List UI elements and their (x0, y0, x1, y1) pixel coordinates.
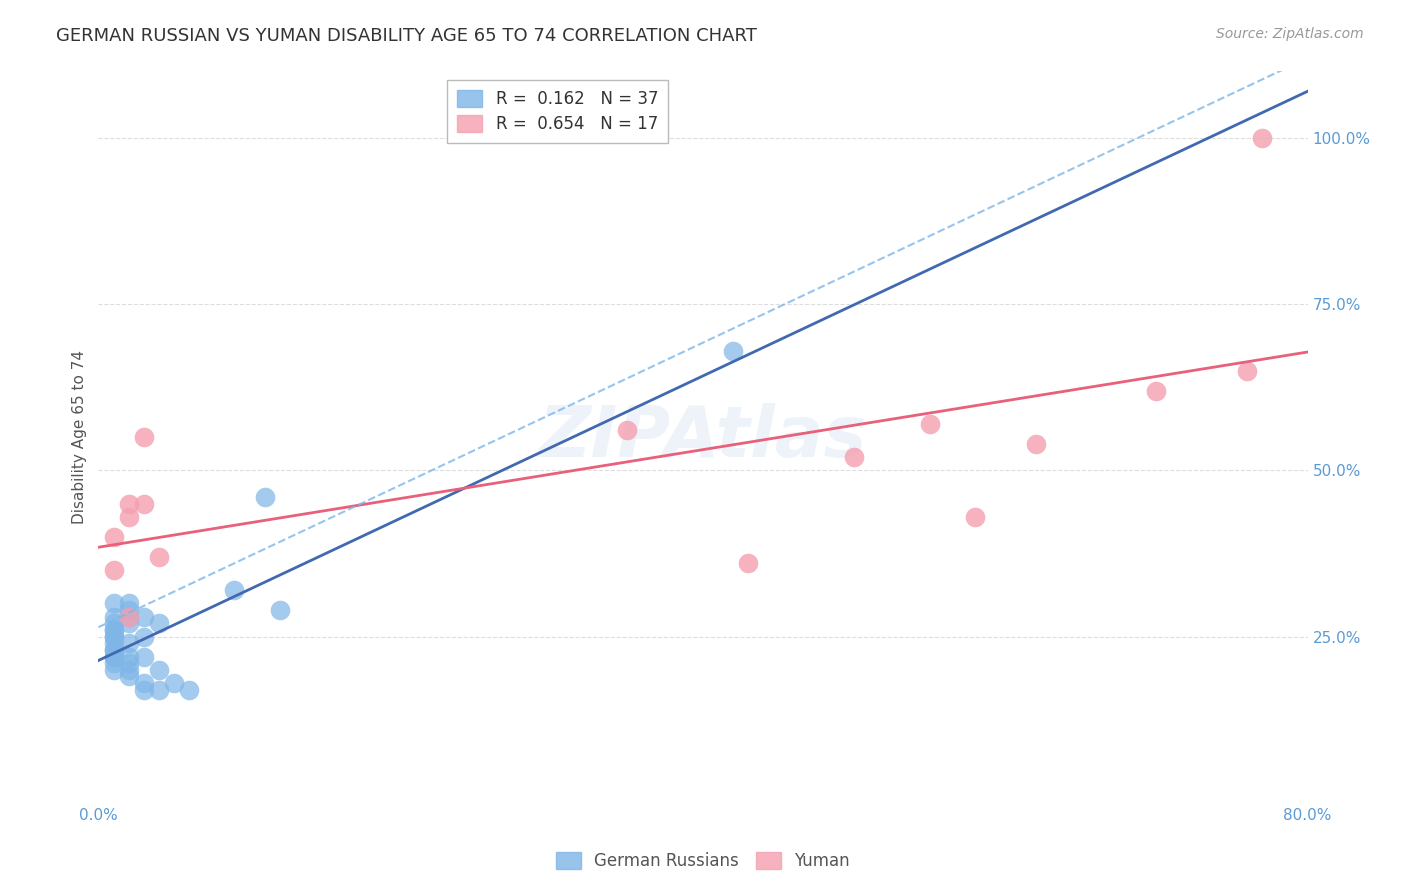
Point (118, 497, 141, 511)
Point (132, 430, 155, 444)
Point (132, 682, 155, 697)
Point (103, 563, 125, 577)
Point (103, 530, 125, 544)
Point (118, 656, 141, 670)
Point (118, 669, 141, 683)
Point (132, 630, 155, 644)
Point (103, 616, 125, 631)
Point (118, 636, 141, 650)
Point (253, 490, 276, 504)
Point (103, 663, 125, 677)
Text: Source: ZipAtlas.com: Source: ZipAtlas.com (1216, 27, 1364, 41)
Point (118, 616, 141, 631)
Legend: R =  0.162   N = 37, R =  0.654   N = 17: R = 0.162 N = 37, R = 0.654 N = 17 (447, 79, 668, 143)
Point (103, 623, 125, 637)
Point (103, 649, 125, 664)
Point (148, 663, 170, 677)
Point (179, 682, 201, 697)
Point (1024, 436, 1046, 450)
Point (1144, 384, 1167, 398)
Legend: German Russians, Yuman: German Russians, Yuman (551, 847, 855, 875)
Point (918, 417, 941, 431)
Point (132, 676, 155, 690)
Point (163, 676, 186, 690)
Y-axis label: Disability Age 65 to 74: Disability Age 65 to 74 (72, 350, 87, 524)
Point (103, 609, 125, 624)
Text: ZIPAtlas: ZIPAtlas (538, 402, 868, 472)
Point (118, 603, 141, 617)
Point (723, 343, 745, 358)
Point (103, 630, 125, 644)
Point (103, 623, 125, 637)
Point (737, 557, 759, 571)
Point (118, 609, 141, 624)
Point (103, 636, 125, 650)
Point (118, 663, 141, 677)
Point (103, 656, 125, 670)
Point (103, 643, 125, 657)
Point (103, 630, 125, 644)
Point (118, 596, 141, 610)
Point (103, 596, 125, 610)
Point (1236, 363, 1258, 377)
Point (965, 509, 987, 524)
Point (148, 616, 170, 631)
Point (844, 450, 866, 464)
Point (132, 609, 155, 624)
Point (132, 649, 155, 664)
Point (118, 609, 141, 624)
Point (1251, 131, 1274, 145)
Point (132, 497, 155, 511)
Point (118, 509, 141, 524)
Point (616, 424, 638, 438)
Point (224, 582, 246, 597)
Point (148, 549, 170, 564)
Point (269, 603, 291, 617)
Point (118, 649, 141, 664)
Point (103, 643, 125, 657)
Text: GERMAN RUSSIAN VS YUMAN DISABILITY AGE 65 TO 74 CORRELATION CHART: GERMAN RUSSIAN VS YUMAN DISABILITY AGE 6… (56, 27, 756, 45)
Point (148, 682, 170, 697)
Point (103, 649, 125, 664)
